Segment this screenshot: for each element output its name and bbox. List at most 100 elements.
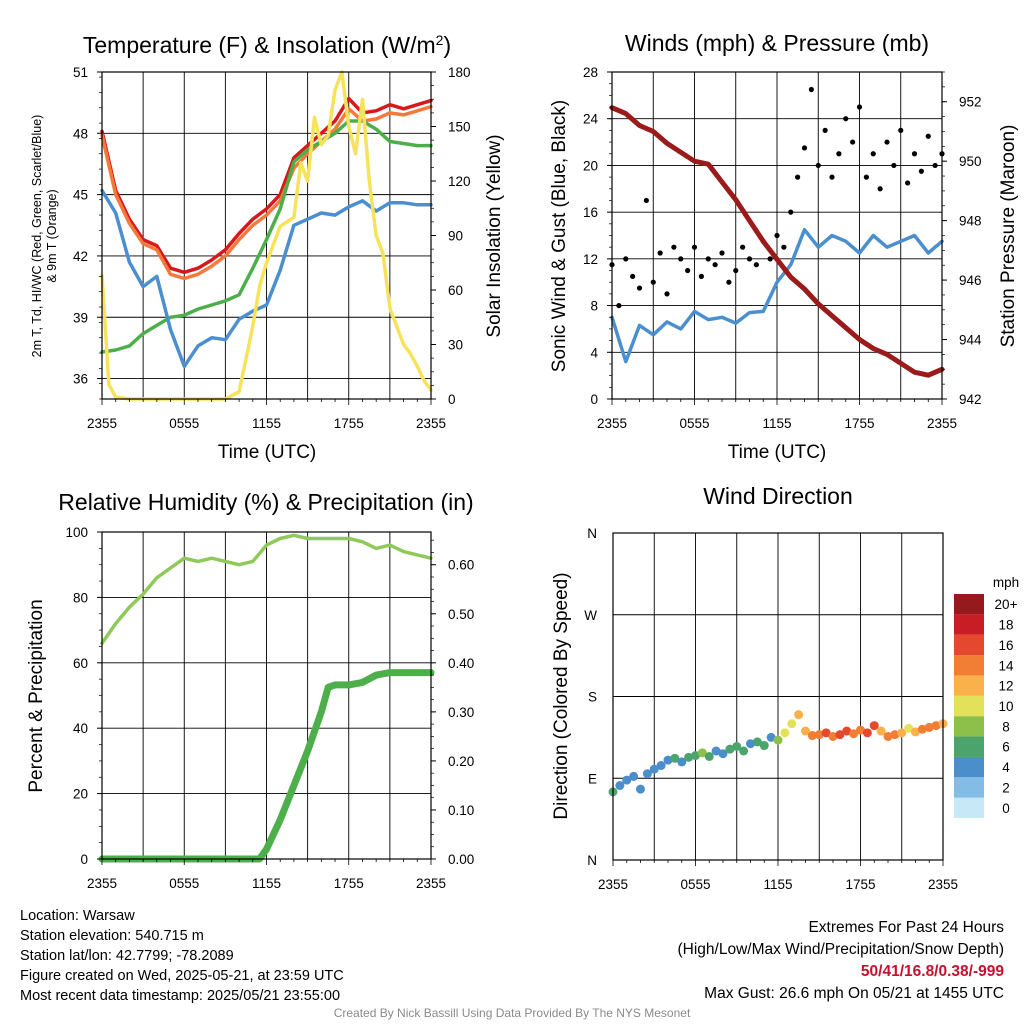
station-info: Location: Warsaw Station elevation: 540.… <box>20 906 344 1006</box>
x-tick-label: 1155 <box>763 877 792 892</box>
insolation-ylabel: Solar Insolation (Yellow) <box>484 134 505 337</box>
pressure-ylabel: Station Pressure (Maroon) <box>998 125 1019 348</box>
wind-direction-panel-title: Wind Direction <box>703 483 853 509</box>
gust-point <box>630 273 636 279</box>
winds-ylabel: Sonic Wind & Gust (Blue, Black) <box>549 100 570 372</box>
winds-grid <box>612 72 942 399</box>
gust-point <box>898 127 904 133</box>
y-tick-label: W <box>584 608 597 623</box>
temperature-panel: Temperature (F) & Insolation (W/m2) 2355… <box>30 32 505 463</box>
y2-tick-label: 0 <box>448 392 456 407</box>
x-tick-label: 2355 <box>416 416 446 431</box>
gust-point <box>829 174 835 180</box>
wind-direction-point <box>636 784 645 794</box>
y2-tick-label: 0.20 <box>448 754 474 769</box>
wind-direction-point <box>629 771 639 781</box>
series-line-station-pressure <box>609 105 945 378</box>
wind-direction-point <box>752 737 762 747</box>
x-tick-label: 1155 <box>252 416 281 431</box>
gust-point <box>891 162 897 169</box>
wind-direction-point <box>801 726 810 736</box>
wind-direction-point <box>759 741 769 751</box>
gust-point <box>726 279 732 285</box>
wind-direction-point <box>807 731 817 741</box>
gust-point <box>781 244 787 250</box>
winds-series <box>609 86 945 378</box>
y-tick-label: 60 <box>73 656 88 671</box>
gust-point <box>863 174 869 180</box>
gust-point <box>808 86 814 93</box>
humidity-grid <box>102 532 431 859</box>
y-tick-label: N <box>587 526 597 541</box>
y-tick-label: 80 <box>73 590 88 605</box>
y-tick-label: 8 <box>590 299 598 314</box>
x-tick-label: 1755 <box>334 876 364 891</box>
colorbar-label: 18 <box>998 618 1013 633</box>
extremes-subheading: (High/Low/Max Wind/Precipitation/Snow De… <box>677 941 1005 958</box>
y2-tick-label: 946 <box>959 273 982 288</box>
y-tick-label: 4 <box>590 345 598 360</box>
station-latlon: Station lat/lon: 42.7799; -78.2089 <box>20 948 234 964</box>
y2-tick-label: 0.50 <box>448 607 474 622</box>
wind-direction-point <box>649 764 659 774</box>
colorbar-label: 10 <box>998 699 1013 714</box>
y-tick-label: 12 <box>583 252 598 267</box>
x-tick-label: 1755 <box>844 416 874 431</box>
wind-direction-point <box>862 728 872 738</box>
gust-point <box>733 267 739 274</box>
colorbar-label: 14 <box>998 658 1014 673</box>
x-tick-label: 0555 <box>679 416 709 431</box>
series-line-relative-humidity <box>100 533 433 645</box>
colorbar-label: 6 <box>1002 740 1010 755</box>
y-tick-label: 0 <box>80 852 88 867</box>
gust-point <box>685 267 691 274</box>
station-location: Location: Warsaw <box>20 908 135 924</box>
y-tick-label: 24 <box>583 112 599 127</box>
y2-tick-label: 944 <box>959 333 982 348</box>
y2-tick-label: 948 <box>959 214 982 229</box>
winds-xlabel: Time (UTC) <box>728 442 827 463</box>
y-tick-label: 45 <box>73 188 88 203</box>
y-tick-label: 100 <box>65 525 88 540</box>
wind-direction-panel: Wind Direction 2355 0555 1155 1755 2355NESWN… <box>551 483 1019 892</box>
gust-point <box>636 285 643 291</box>
gust-point <box>753 262 759 268</box>
y2-tick-label: 30 <box>448 338 463 353</box>
wind-direction-point <box>780 728 790 738</box>
wind-direction-point <box>691 751 700 761</box>
figure-created: Figure created on Wed, 2025-05-21, at 23… <box>20 968 344 984</box>
colorbar-swatch <box>954 675 984 696</box>
extremes-values: 50/41/16.8/0.38/-999 <box>860 963 1004 980</box>
wind-direction-point <box>883 731 893 741</box>
gust-point <box>836 151 842 157</box>
series-line-sonic-wind <box>610 227 944 364</box>
x-tick-label: 2355 <box>928 877 958 892</box>
wind-direction-point <box>828 731 838 741</box>
x-tick-label: 0555 <box>169 876 199 891</box>
x-tick-label: 1755 <box>845 877 875 892</box>
y-tick-label: 39 <box>73 310 88 325</box>
series-line-precipitation <box>98 669 435 863</box>
wind-direction-point <box>924 722 934 732</box>
speed-colorbar: mph 0 2 4 6 8 10 12 14 16 18 20+ <box>954 575 1019 818</box>
x-tick-label: 2355 <box>597 416 627 431</box>
gust-point <box>657 250 663 256</box>
colorbar-label: 0 <box>1002 801 1010 816</box>
gust-point <box>767 256 773 262</box>
colorbar-swatch <box>954 756 984 778</box>
humidity-panel: Relative Humidity (%) & Precipitation (i… <box>26 489 474 891</box>
y2-tick-label: 180 <box>448 65 471 80</box>
y2-tick-label: 0.40 <box>448 656 474 671</box>
wind-direction-point <box>670 753 680 763</box>
y-tick-label: E <box>588 771 597 786</box>
gust-point <box>856 104 863 110</box>
wind-direction-point <box>711 746 721 756</box>
y-tick-label: 48 <box>73 126 88 141</box>
station-elevation: Station elevation: 540.715 m <box>20 928 204 944</box>
gust-point <box>905 180 911 186</box>
colorbar-label: 20+ <box>995 597 1018 612</box>
wind-direction-point <box>897 728 907 738</box>
wind-direction-point <box>615 781 625 791</box>
credit-footer: Created By Nick Bassill Using Data Provi… <box>333 1006 691 1020</box>
